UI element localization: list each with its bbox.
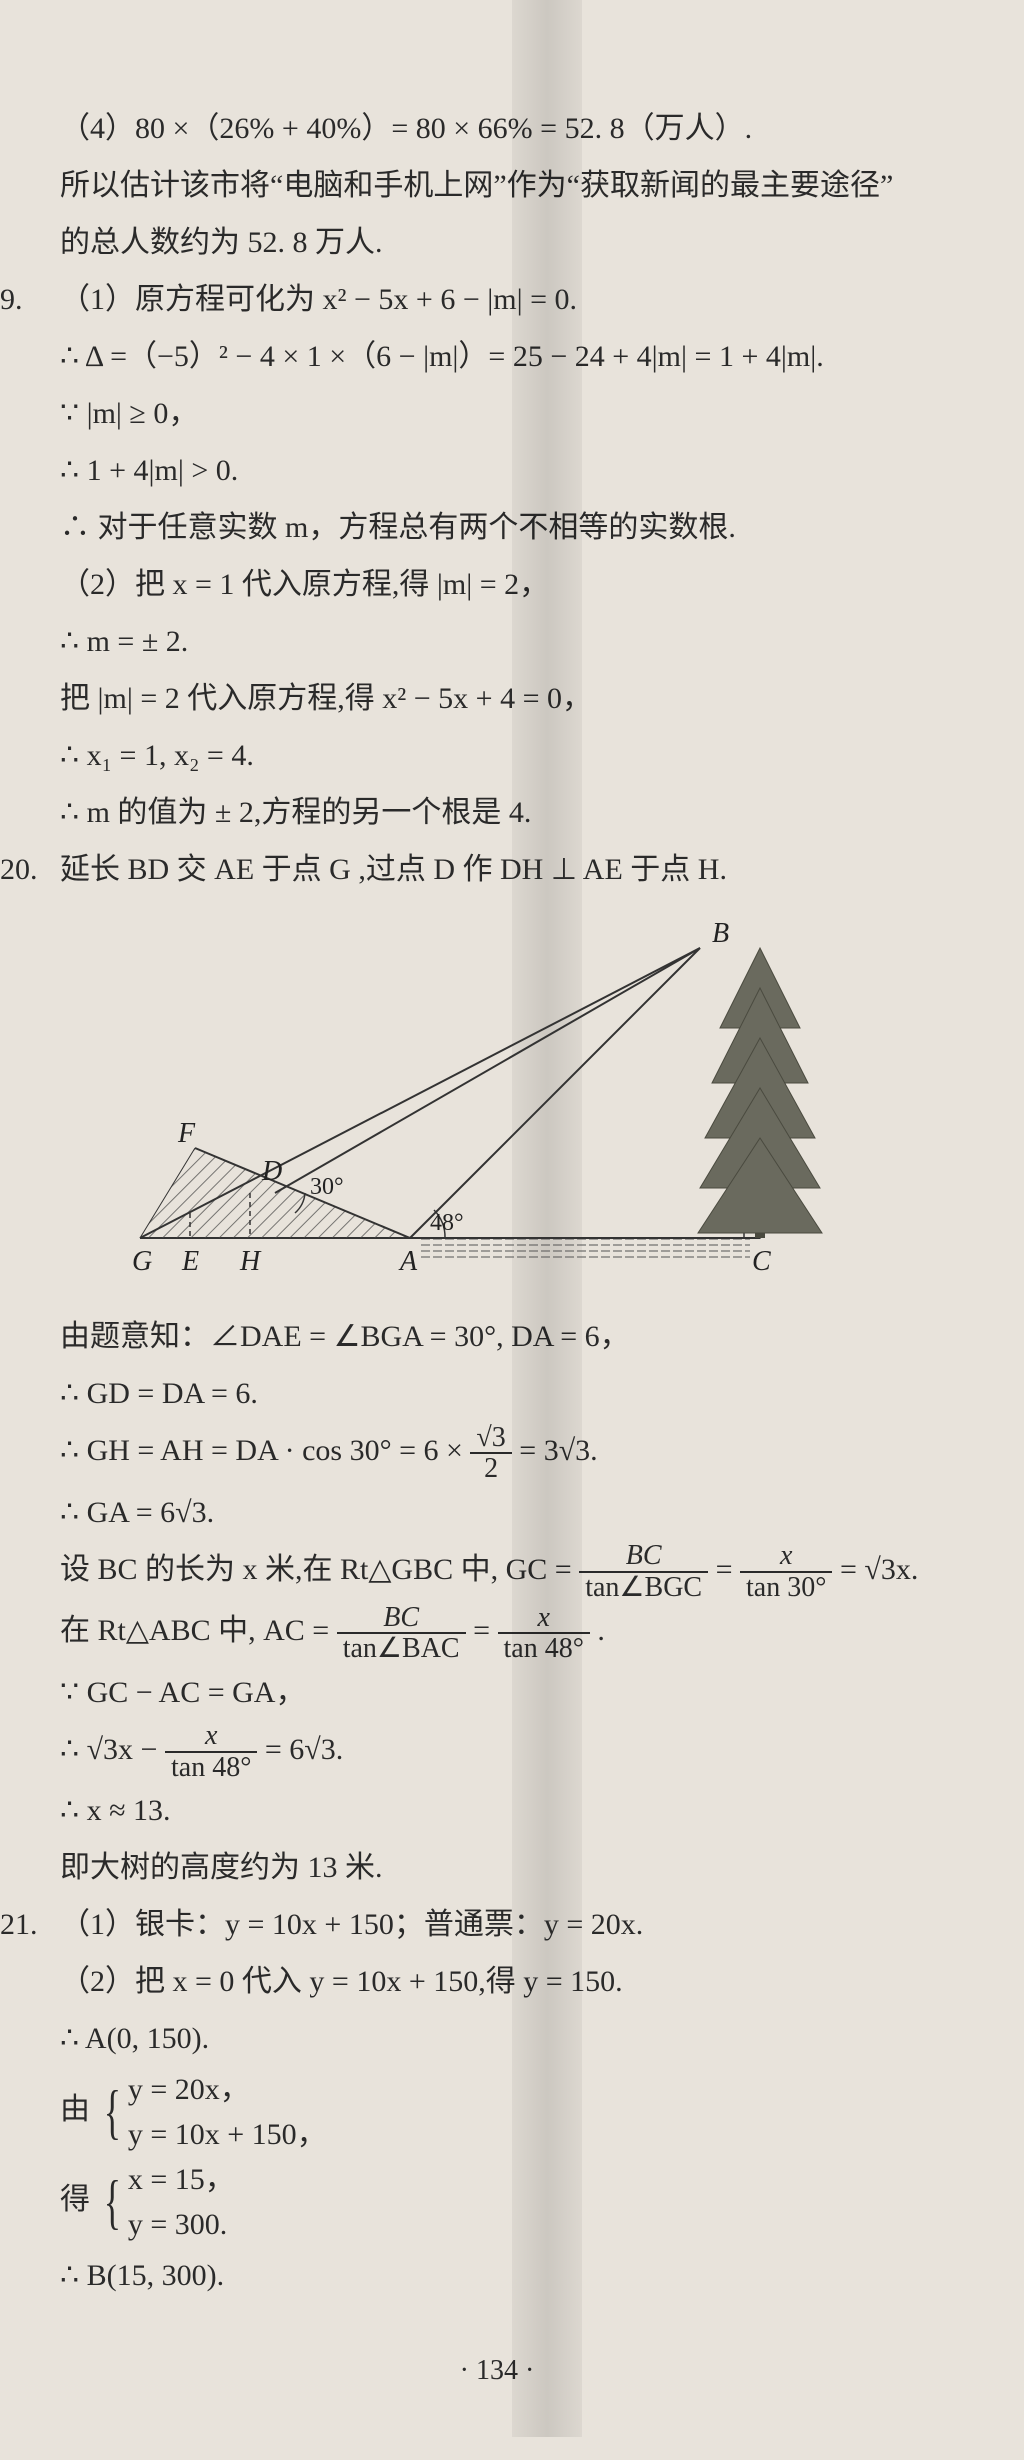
q21e-eq2: y = 300. xyxy=(128,2202,235,2247)
q20-line11: 即大树的高度约为 13 米. xyxy=(0,1839,994,1896)
q20-line3: ∴ GD = DA = 6. xyxy=(0,1365,994,1422)
q20i-post: = 6√3. xyxy=(265,1733,343,1766)
line-p2: 所以估计该市将“电脑和手机上网”作为“获取新闻的最主要途径” xyxy=(0,157,994,214)
q9-line3: ∵ |m| ≥ 0， xyxy=(0,385,994,442)
q20i-fn: x xyxy=(165,1721,257,1750)
q20f-f2d: tan 30° xyxy=(740,1571,832,1602)
q20-line4: ∴ GH = AH = DA · cos 30° = 6 × √3 2 = 3√… xyxy=(0,1422,994,1484)
q20-number: 20. xyxy=(0,841,38,898)
q21d-system: y = 20x， y = 10x + 150， xyxy=(128,2067,327,2157)
geometry-figure: B F D G E H A C 30° 48° xyxy=(100,918,860,1288)
q20i-pre: ∴ √3x − xyxy=(60,1733,165,1766)
q20f-f2n: x xyxy=(740,1541,832,1570)
q21-line4: 由 { y = 20x， y = 10x + 150， xyxy=(0,2067,994,2157)
q20i-frac: x tan 48° xyxy=(165,1721,257,1782)
brace-icon: { xyxy=(103,2097,120,2127)
fig-label-B: B xyxy=(712,918,729,949)
q20-line6: 设 BC 的长为 x 米,在 Rt△GBC 中, GC = BC tan∠BGC… xyxy=(0,1541,994,1603)
q21e-eq1: x = 15， xyxy=(128,2157,235,2202)
page-number: · 134 · xyxy=(0,2344,994,2397)
q21-line2: （2）把 x = 0 代入 y = 10x + 150,得 y = 150. xyxy=(0,1953,994,2010)
q9-line4: ∴ 1 + 4|m| > 0. xyxy=(0,442,994,499)
q20f-frac1: BC tan∠BGC xyxy=(579,1541,708,1602)
q20-text1: 延长 BD 交 AE 于点 G ,过点 D 作 DH ⊥ AE 于点 H. xyxy=(60,853,727,886)
fig-label-D: D xyxy=(261,1156,282,1187)
q20g-f2n: x xyxy=(498,1603,590,1632)
fig-angle-48: 48° xyxy=(430,1210,464,1236)
q9-line10: ∴ m 的值为 ± 2,方程的另一个根是 4. xyxy=(0,784,994,841)
brace-icon: { xyxy=(103,2187,120,2217)
q20-line9: ∴ √3x − x tan 48° = 6√3. xyxy=(0,1721,994,1783)
q20g-f2d: tan 48° xyxy=(498,1632,590,1663)
q20g-frac2: x tan 48° xyxy=(498,1603,590,1664)
q21e-system: x = 15， y = 300. xyxy=(128,2157,235,2247)
q20f-f1d: tan∠BGC xyxy=(579,1571,708,1602)
q9-text1: （1）原方程可化为 x² − 5x + 6 − |m| = 0. xyxy=(60,283,577,316)
q20g-frac1: BC tan∠BAC xyxy=(337,1603,466,1664)
q9-line6: （2）把 x = 1 代入原方程,得 |m| = 2， xyxy=(0,556,994,613)
q9-line1: 9. （1）原方程可化为 x² − 5x + 6 − |m| = 0. xyxy=(0,271,994,328)
q20d-fraction: √3 2 xyxy=(470,1423,511,1484)
q20-line2: 由题意知：∠DAE = ∠BGA = 30°, DA = 6， xyxy=(0,1308,994,1365)
fig-label-G: G xyxy=(132,1246,152,1277)
q21-line3: ∴ A(0, 150). xyxy=(0,2010,994,2067)
q21-line1: 21. （1）银卡：y = 10x + 150；普通票：y = 20x. xyxy=(0,1896,994,1953)
fig-label-H: H xyxy=(239,1246,262,1277)
q21-number: 21. xyxy=(0,1896,38,1953)
q9-line5: ∴ 对于任意实数 m，方程总有两个不相等的实数根. xyxy=(0,499,994,556)
q20f-pre: 设 BC 的长为 x 米,在 Rt△GBC 中, GC = xyxy=(60,1553,579,1586)
q9-line9: ∴ x₁ = 1, x₂ = 4. xyxy=(0,727,994,784)
q20g-pre: 在 Rt△ABC 中, AC = xyxy=(60,1614,337,1647)
q20-line5: ∴ GA = 6√3. xyxy=(0,1484,994,1541)
line-p3: 的总人数约为 52. 8 万人. xyxy=(0,214,994,271)
q20f-frac2: x tan 30° xyxy=(740,1541,832,1602)
q20g-post: . xyxy=(597,1614,605,1647)
q20g-mid: = xyxy=(473,1614,497,1647)
fig-angle-30: 30° xyxy=(310,1174,344,1200)
q20d-den: 2 xyxy=(470,1452,511,1483)
q20d-num: √3 xyxy=(470,1423,511,1452)
fig-label-C: C xyxy=(752,1246,771,1277)
q20-line10: ∴ x ≈ 13. xyxy=(0,1782,994,1839)
q21d-pre: 由 xyxy=(60,2093,90,2126)
fig-label-E: E xyxy=(181,1246,199,1277)
q20-line1: 20. 延长 BD 交 AE 于点 G ,过点 D 作 DH ⊥ AE 于点 H… xyxy=(0,841,994,898)
q20f-post: = √3x. xyxy=(840,1553,918,1586)
q20f-f1n: BC xyxy=(579,1541,708,1570)
q9-line7: ∴ m = ± 2. xyxy=(0,613,994,670)
q20-line8: ∵ GC − AC = GA， xyxy=(0,1664,994,1721)
q21-text1: （1）银卡：y = 10x + 150；普通票：y = 20x. xyxy=(60,1908,643,1941)
q20g-f1d: tan∠BAC xyxy=(337,1632,466,1663)
q20i-fd: tan 48° xyxy=(165,1751,257,1782)
q21-line5: 得 { x = 15， y = 300. xyxy=(0,2157,994,2247)
q21-line6: ∴ B(15, 300). xyxy=(0,2247,994,2304)
q9-line2: ∴ Δ =（−5）² − 4 × 1 ×（6 − |m|）= 25 − 24 +… xyxy=(0,328,994,385)
q9-number: 9. xyxy=(0,271,23,328)
q20d-pre: ∴ GH = AH = DA · cos 30° = 6 × xyxy=(60,1434,470,1467)
q21d-eq2: y = 10x + 150， xyxy=(128,2112,327,2157)
fig-label-F: F xyxy=(177,1118,196,1149)
q20g-f1n: BC xyxy=(337,1603,466,1632)
line-p1: （4）80 ×（26% + 40%）= 80 × 66% = 52. 8（万人）… xyxy=(0,100,994,157)
q20f-mid: = xyxy=(716,1553,740,1586)
q20d-post: = 3√3. xyxy=(519,1434,597,1467)
q20-line7: 在 Rt△ABC 中, AC = BC tan∠BAC = x tan 48° … xyxy=(0,1602,994,1664)
fig-label-A: A xyxy=(398,1246,418,1277)
q21e-pre: 得 xyxy=(60,2183,90,2216)
q21d-eq1: y = 20x， xyxy=(128,2067,327,2112)
q9-line8: 把 |m| = 2 代入原方程,得 x² − 5x + 4 = 0， xyxy=(0,670,994,727)
